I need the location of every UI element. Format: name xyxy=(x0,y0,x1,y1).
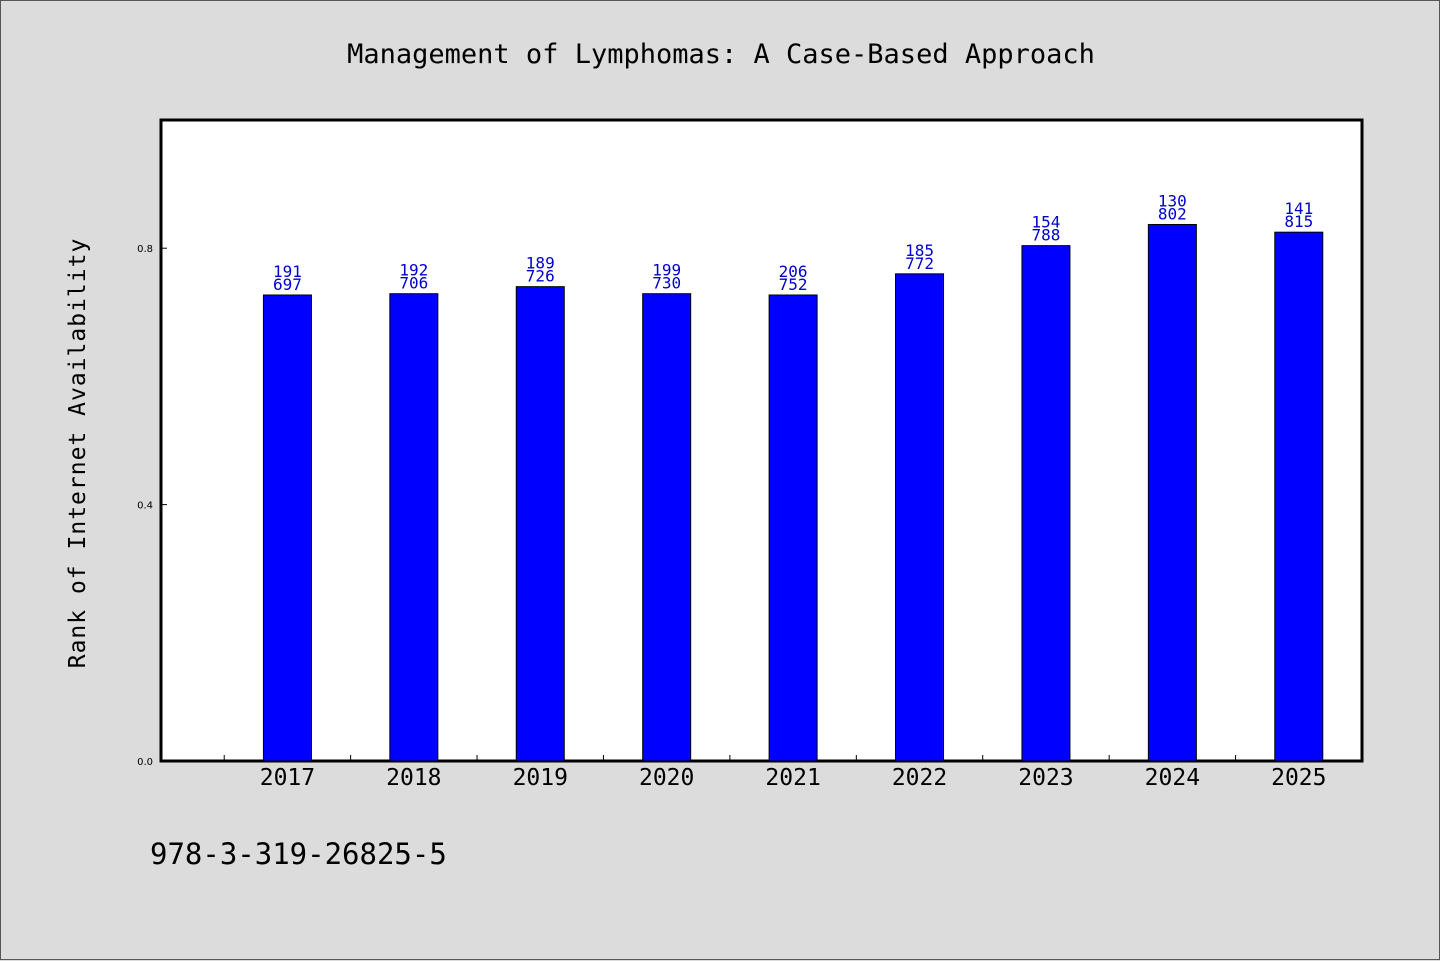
x-tick-label: 2023 xyxy=(1018,765,1073,791)
y-axis: 0.0 0.4 0.8 xyxy=(137,244,167,768)
bar xyxy=(1021,245,1071,762)
x-tick-label: 2021 xyxy=(765,765,820,791)
bar-data-label-bottom: 752 xyxy=(779,275,808,294)
chart-title: Management of Lymphomas: A Case-Based Ap… xyxy=(347,39,1095,70)
x-tick-label: 2019 xyxy=(513,765,568,791)
x-tick-label: 2020 xyxy=(639,765,694,791)
bar xyxy=(642,293,692,762)
x-tick-label: 2022 xyxy=(892,765,947,791)
y-tick-label: 0.4 xyxy=(137,501,153,512)
x-tick-label: 2024 xyxy=(1145,765,1200,791)
bar-data-label-top: 191 xyxy=(273,262,302,281)
bar-data-label-top: 189 xyxy=(526,254,555,273)
bar-data-label-top: 185 xyxy=(905,241,934,260)
x-tick-label: 2017 xyxy=(260,765,315,791)
x-axis: 2017 2018 2019 2020 2021 2022 2023 2024 2025 xyxy=(223,755,1326,791)
bar xyxy=(1147,223,1197,762)
isbn-footnote: 978-3-319-26825-5 xyxy=(150,837,447,871)
bar-data-label-top: 130 xyxy=(1158,191,1187,210)
bar-data-label-bottom: 815 xyxy=(1284,212,1313,231)
bar-data-label-top: 154 xyxy=(1031,213,1060,232)
bar-data-label-bottom: 772 xyxy=(905,254,934,273)
y-axis-label: Rank of Internet Availability xyxy=(65,238,91,669)
bar xyxy=(1274,231,1324,762)
x-tick-label: 2025 xyxy=(1271,765,1326,791)
bar-data-label-top: 206 xyxy=(779,262,808,281)
bar-data-label-bottom: 788 xyxy=(1031,226,1060,245)
bar xyxy=(895,273,945,762)
bar xyxy=(515,286,565,762)
bar-data-label-bottom: 706 xyxy=(399,274,428,293)
bar-data-label-bottom: 730 xyxy=(652,274,681,293)
bar-data-label-bottom: 726 xyxy=(526,267,555,286)
bar-data-label-bottom: 802 xyxy=(1158,204,1187,223)
bar xyxy=(389,293,439,762)
bar xyxy=(768,294,818,762)
bar-data-label-top: 141 xyxy=(1284,199,1313,218)
bar-series xyxy=(262,223,1324,762)
y-tick-label: 0.8 xyxy=(137,244,153,255)
y-tick-label: 0.0 xyxy=(137,757,153,768)
bar-data-label-top: 199 xyxy=(652,261,681,280)
x-tick-label: 2018 xyxy=(386,765,441,791)
bar-data-label-top: 192 xyxy=(399,261,428,280)
bar xyxy=(262,294,312,762)
bar-data-label-bottom: 697 xyxy=(273,275,302,294)
